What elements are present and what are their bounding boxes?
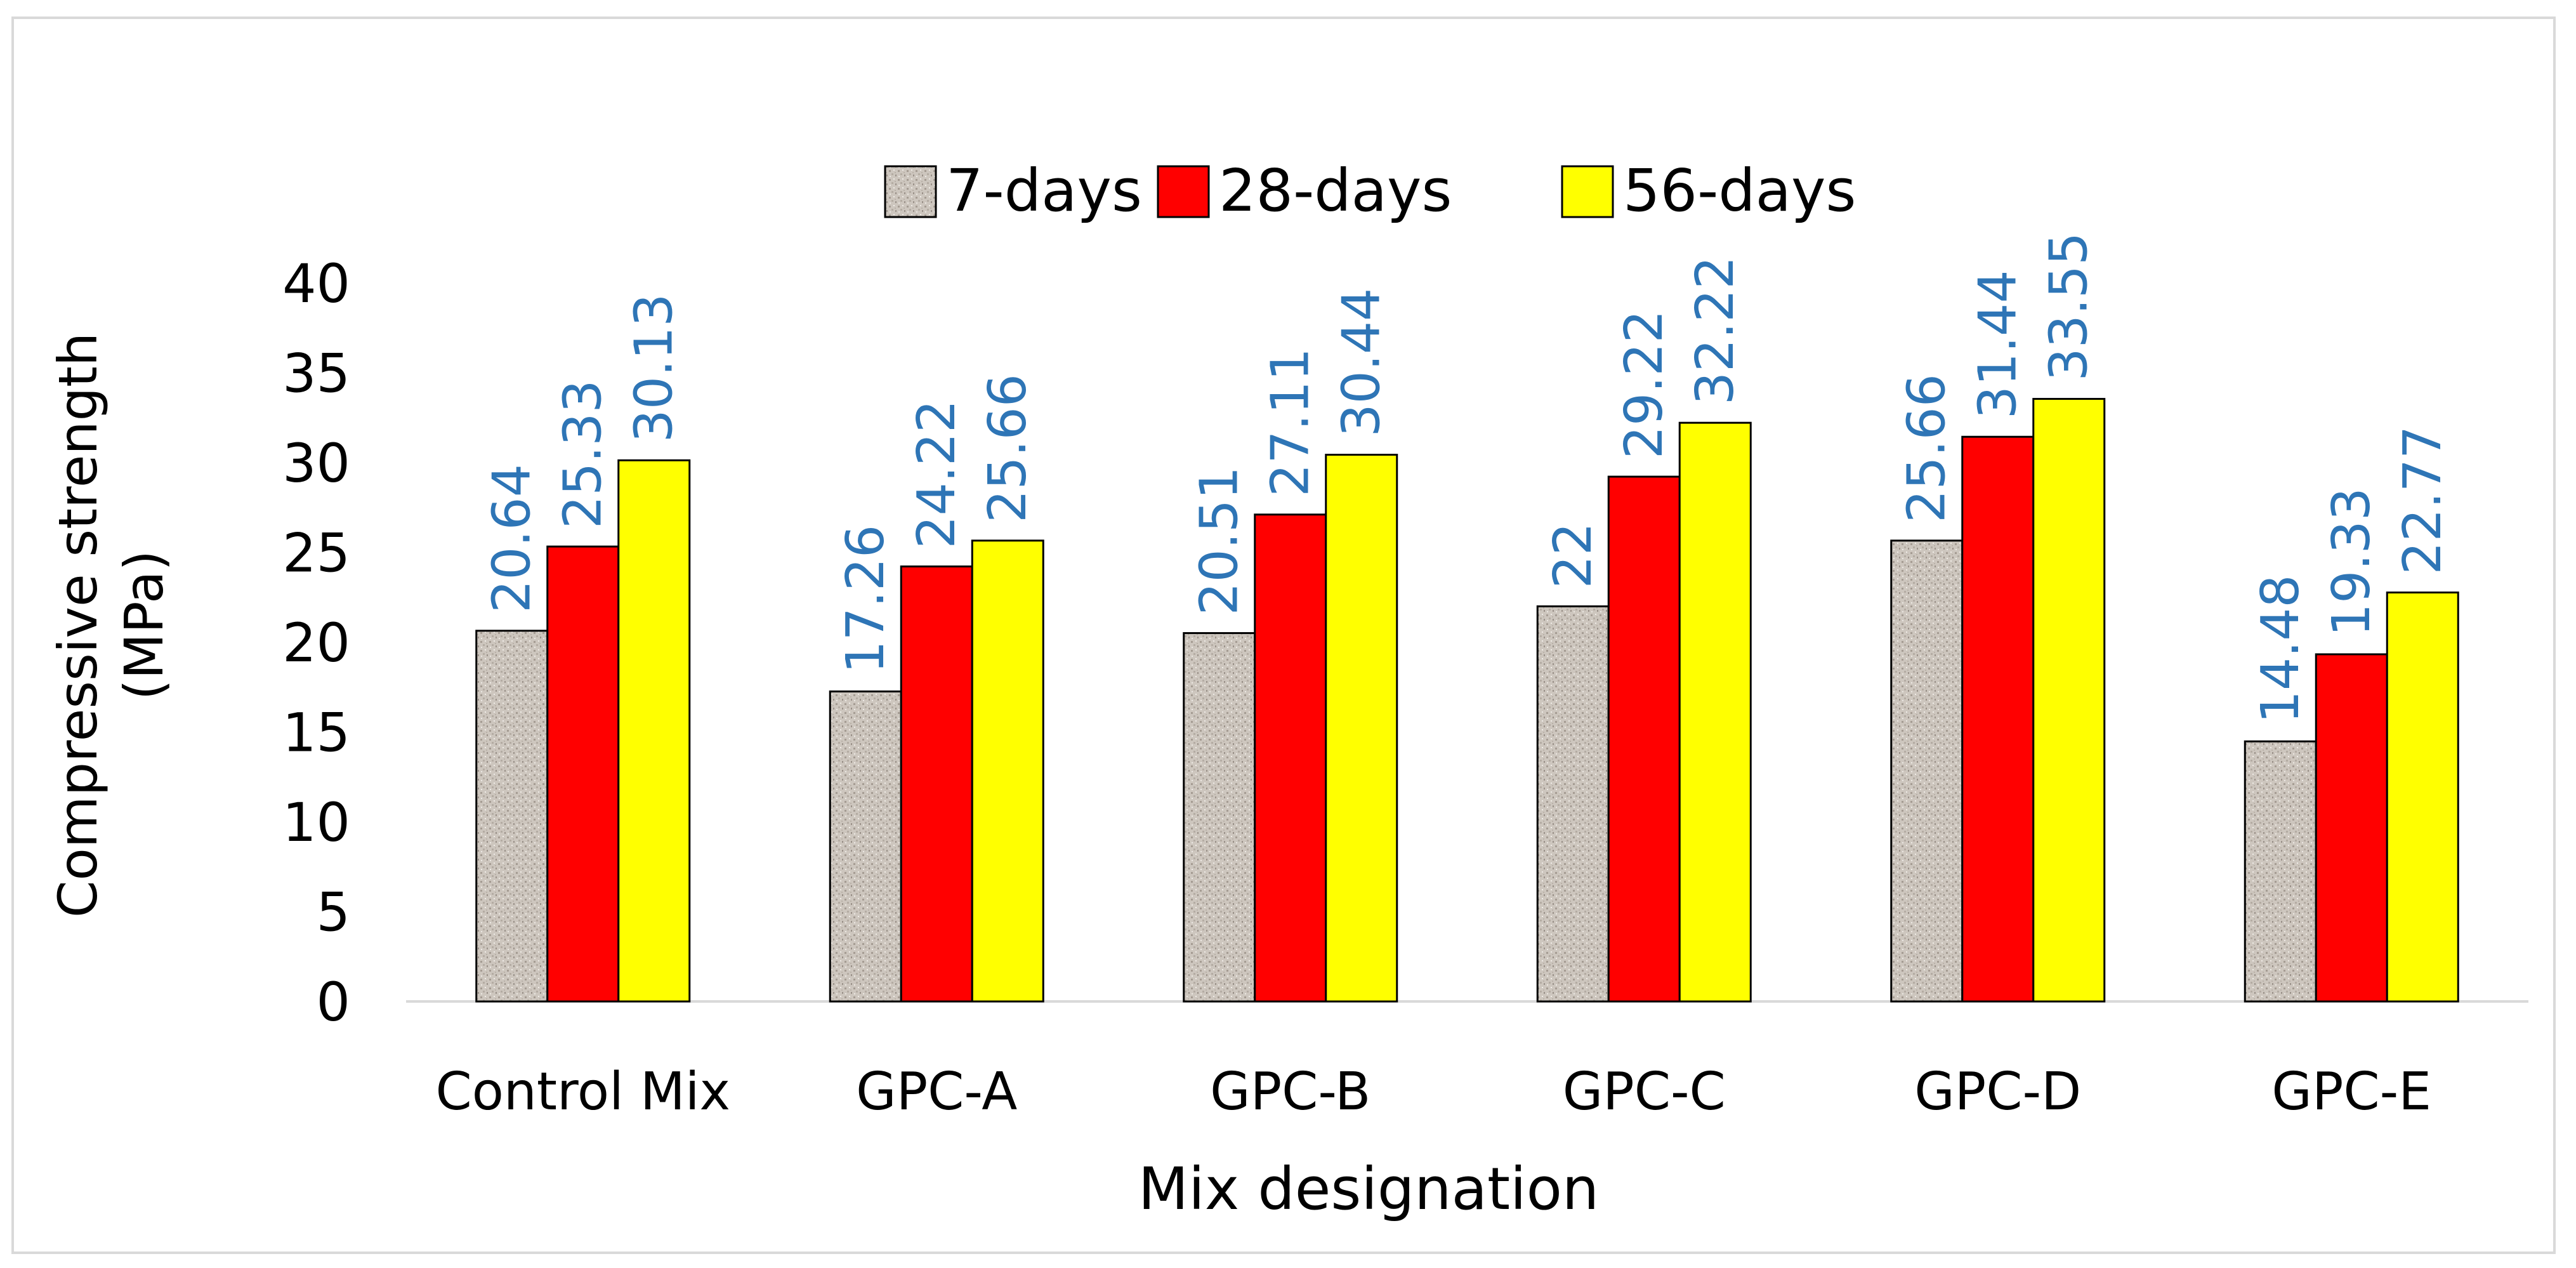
data-label-28-days-gpc-c: 29.22 — [1614, 310, 1674, 459]
y-tick-label-40: 40 — [282, 253, 350, 315]
legend-swatch-56-days — [1561, 165, 1614, 218]
y-tick-label-20: 20 — [282, 612, 350, 674]
legend: 7-days 28-days 56-days — [884, 157, 1856, 225]
bar-56-days-gpc-c — [1678, 421, 1752, 1003]
data-label-7-days-control-mix: 20.64 — [482, 464, 542, 613]
legend-swatch-7-days — [884, 165, 937, 218]
data-label-7-days-gpc-b: 20.51 — [1190, 466, 1250, 616]
legend-label-56-days: 56-days — [1623, 157, 1856, 225]
bar-7-days-gpc-a — [829, 690, 902, 1003]
y-axis-title: Compressive strength (MPa) — [47, 333, 175, 918]
y-axis: 0 5 10 15 20 25 30 35 40 — [282, 253, 350, 1033]
y-tick-label-0: 0 — [317, 971, 350, 1033]
data-label-56-days-gpc-d: 33.55 — [2039, 232, 2100, 381]
x-tick-label-gpc-d: GPC-D — [1914, 1062, 2081, 1122]
y-tick-label-10: 10 — [282, 791, 350, 854]
bar-28-days-gpc-e — [2315, 653, 2388, 1003]
bars — [475, 398, 2459, 1003]
x-tick-label-gpc-b: GPC-B — [1210, 1062, 1370, 1122]
y-tick-label-35: 35 — [282, 343, 350, 405]
x-tick-label-gpc-e: GPC-E — [2271, 1062, 2431, 1122]
legend-label-7-days: 7-days — [946, 157, 1142, 225]
data-label-56-days-gpc-c: 32.22 — [1685, 256, 1745, 405]
y-tick-label-15: 15 — [282, 702, 350, 764]
data-label-56-days-gpc-e: 22.77 — [2393, 426, 2453, 575]
data-label-28-days-control-mix: 25.33 — [553, 380, 614, 529]
y-tick-label-30: 30 — [282, 432, 350, 494]
legend-label-28-days: 28-days — [1219, 157, 1452, 225]
data-label-28-days-gpc-e: 19.33 — [2322, 487, 2382, 637]
data-label-7-days-gpc-d: 25.66 — [1897, 374, 1957, 523]
x-tick-label-control-mix: Control Mix — [435, 1062, 730, 1122]
bar-7-days-gpc-d — [1890, 539, 1964, 1003]
y-axis-title-line-2: (MPa) — [113, 550, 175, 700]
legend-swatch-28-days — [1157, 165, 1210, 218]
bar-56-days-control-mix — [617, 459, 691, 1003]
legend-item-56-days: 56-days — [1561, 157, 1856, 225]
bar-7-days-gpc-b — [1183, 632, 1256, 1003]
x-axis: Control Mix GPC-A GPC-B GPC-C GPC-D GPC-E — [435, 1062, 2431, 1122]
bar-7-days-gpc-c — [1536, 605, 1610, 1003]
data-label-7-days-gpc-e: 14.48 — [2251, 574, 2311, 723]
bar-28-days-gpc-a — [900, 565, 973, 1003]
bar-28-days-gpc-c — [1607, 475, 1681, 1003]
x-tick-label-gpc-a: GPC-A — [856, 1062, 1017, 1122]
bar-7-days-control-mix — [475, 630, 549, 1003]
data-label-56-days-gpc-b: 30.44 — [1332, 288, 1392, 437]
data-label-28-days-gpc-d: 31.44 — [1968, 270, 2028, 419]
data-label-56-days-control-mix: 30.13 — [624, 294, 685, 443]
bar-28-days-gpc-b — [1254, 513, 1327, 1003]
y-tick-label-25: 25 — [282, 522, 350, 584]
legend-item-7-days: 7-days — [884, 157, 1142, 225]
bar-56-days-gpc-e — [2386, 591, 2459, 1003]
bar-56-days-gpc-a — [971, 539, 1044, 1003]
bar-56-days-gpc-d — [2032, 398, 2106, 1003]
y-tick-label-5: 5 — [317, 882, 350, 944]
data-label-7-days-gpc-a: 17.26 — [836, 525, 896, 674]
data-label-28-days-gpc-a: 24.22 — [907, 400, 967, 549]
legend-item-28-days: 28-days — [1157, 157, 1452, 225]
data-label-56-days-gpc-a: 25.66 — [978, 374, 1038, 523]
x-tick-label-gpc-c: GPC-C — [1563, 1062, 1726, 1122]
x-axis-title: Mix designation — [1138, 1155, 1599, 1223]
bar-56-days-gpc-b — [1325, 454, 1398, 1003]
data-label-7-days-gpc-c: 22 — [1543, 522, 1603, 588]
bar-28-days-control-mix — [546, 545, 620, 1003]
bar-28-days-gpc-d — [1961, 435, 2035, 1003]
y-axis-title-line-1: Compressive strength — [47, 333, 109, 918]
data-label-28-days-gpc-b: 27.11 — [1261, 348, 1321, 497]
bar-7-days-gpc-e — [2244, 740, 2317, 1003]
